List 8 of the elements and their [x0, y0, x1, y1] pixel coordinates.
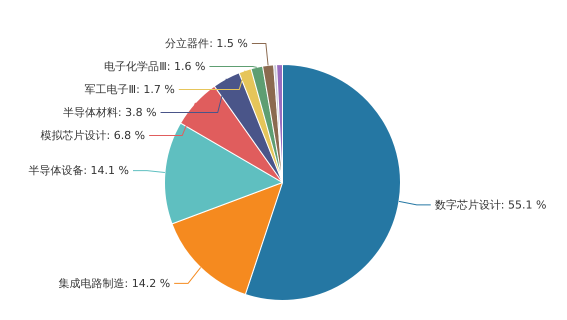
slice-label: 模拟芯片设计: 6.8 %: [40, 129, 146, 142]
slice-label: 军工电子Ⅲ: 1.7 %: [84, 83, 175, 96]
slice-label: 半导体设备: 14.1 %: [28, 164, 129, 178]
slice-label: 集成电路制造: 14.2 %: [58, 276, 170, 290]
slice-label: 数字芯片设计: 55.1 %: [434, 198, 546, 212]
slice-label: 分立器件: 1.5 %: [165, 37, 248, 50]
slice-label: 电子化学品Ⅲ: 1.6 %: [104, 60, 206, 74]
slice-label: 半导体材料: 3.8 %: [62, 106, 157, 120]
